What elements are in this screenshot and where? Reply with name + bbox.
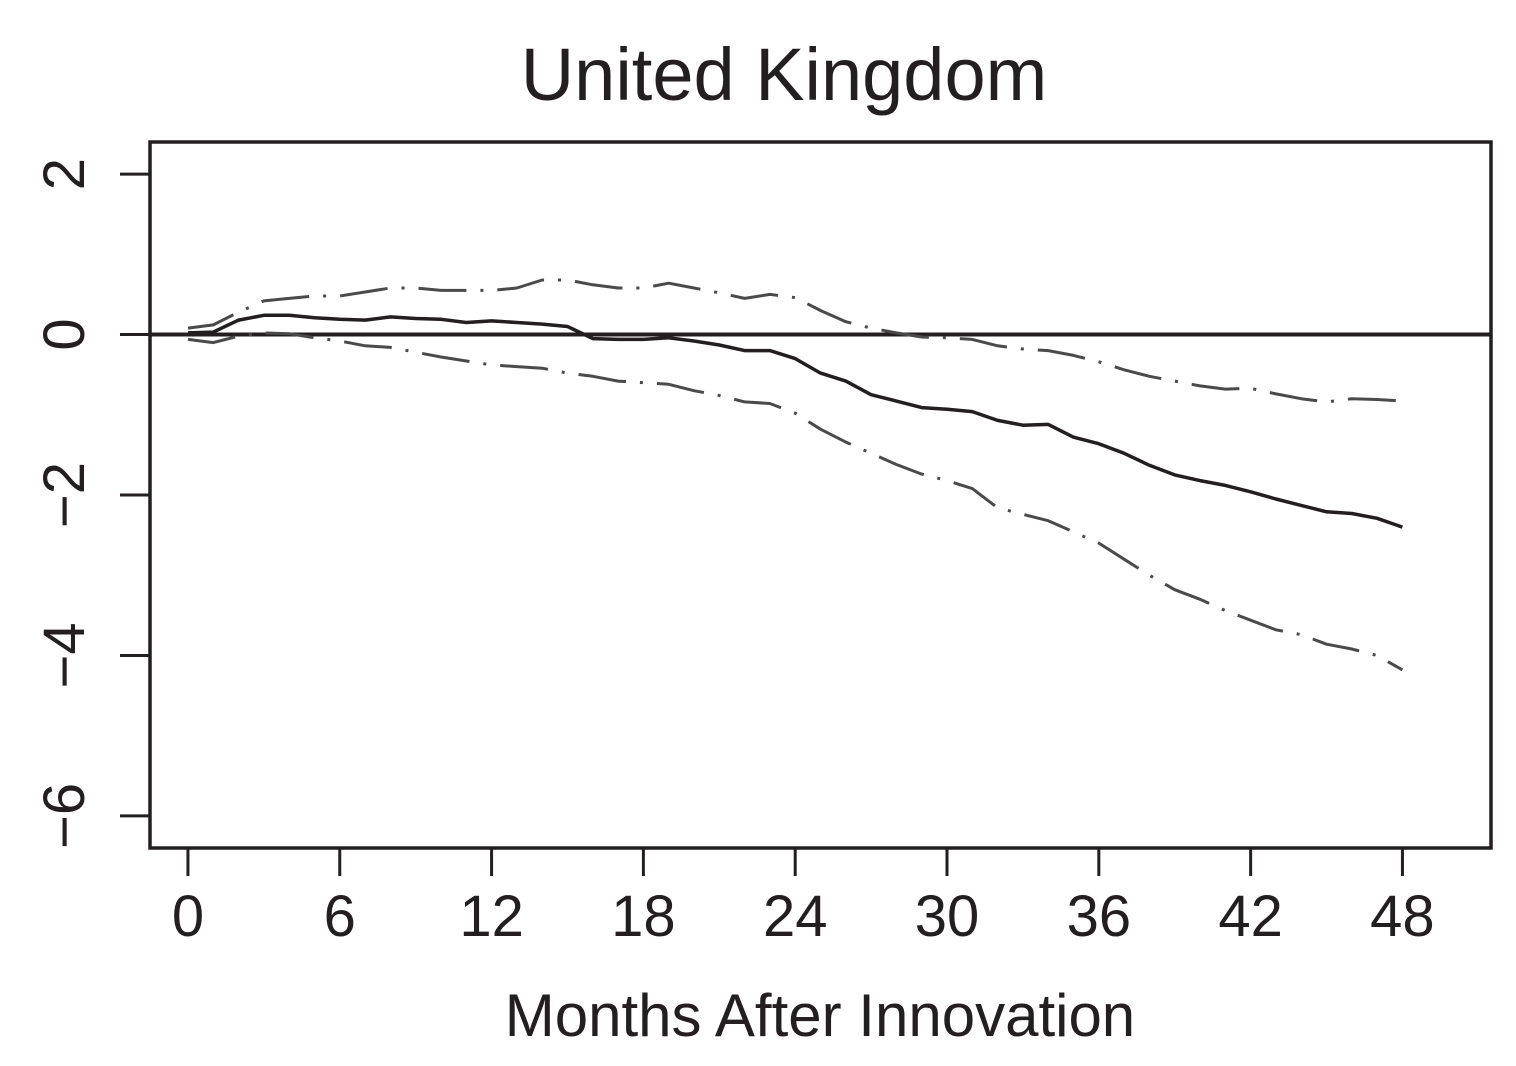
- x-tick-label: 0: [172, 884, 204, 949]
- x-tick-label: 48: [1370, 884, 1435, 949]
- x-axis-title: Months After Innovation: [505, 982, 1135, 1049]
- plot-area: [150, 278, 1491, 672]
- y-tick-label: 2: [32, 158, 97, 190]
- x-tick-label: 24: [763, 884, 828, 949]
- y-axis: −6 −4 −2 0 2: [32, 158, 150, 849]
- x-tick-label: 18: [611, 884, 676, 949]
- x-axis: 0 6 12 18 24 30 36 42 48: [172, 848, 1435, 949]
- x-tick-label: 30: [915, 884, 980, 949]
- lower-band-line: [187, 331, 1404, 672]
- point-estimate-line: [187, 313, 1403, 529]
- x-tick-label: 36: [1067, 884, 1132, 949]
- plot-frame: [148, 140, 1493, 850]
- x-tick-label: 6: [324, 884, 356, 949]
- chart-title: United Kingdom: [521, 33, 1048, 116]
- upper-band-line: [187, 278, 1403, 404]
- y-tick-label: −2: [32, 462, 97, 528]
- x-tick-label: 42: [1218, 884, 1283, 949]
- y-tick-label: −4: [32, 622, 97, 688]
- y-tick-label: −6: [32, 783, 97, 849]
- x-tick-label: 12: [459, 884, 524, 949]
- y-tick-label: 0: [32, 318, 97, 350]
